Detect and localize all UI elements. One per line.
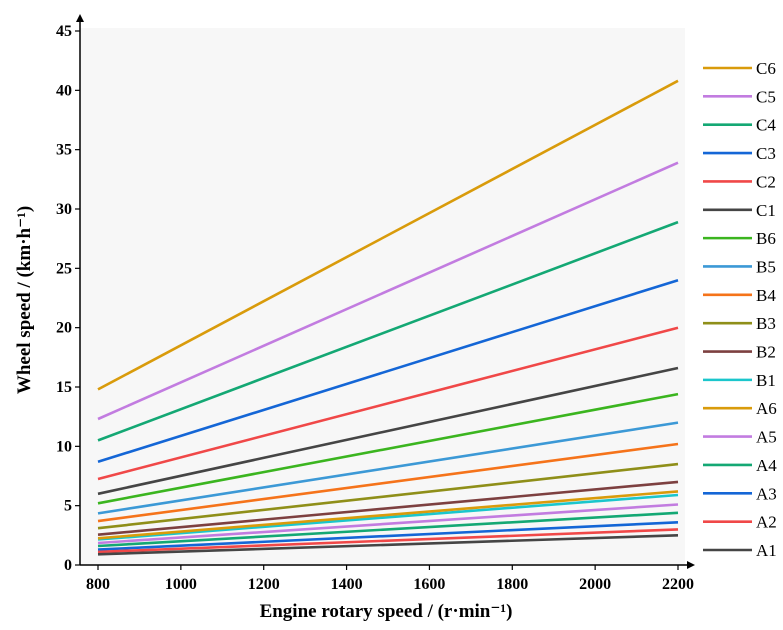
series-layer — [97, 79, 679, 556]
series-line-a5 — [97, 503, 679, 545]
legend-label-b3: B3 — [756, 314, 776, 333]
y-tick-label: 45 — [56, 23, 72, 40]
y-tick-label: 40 — [56, 82, 72, 99]
x-tick-label: 1400 — [331, 576, 363, 593]
legend-label-c3: C3 — [756, 144, 776, 163]
series-line-c6 — [97, 79, 679, 391]
series-line-a2 — [97, 528, 679, 554]
legend-label-a6: A6 — [756, 399, 777, 418]
y-tick-label: 25 — [56, 260, 72, 277]
y-axis-arrow — [76, 14, 84, 22]
legend-label-a5: A5 — [756, 428, 777, 447]
series-line-c1 — [97, 366, 679, 496]
series-line-b1 — [97, 493, 679, 541]
y-tick-label: 20 — [56, 320, 72, 337]
series-line-b2 — [97, 480, 679, 536]
series-line-a1 — [97, 534, 679, 556]
legend-label-c5: C5 — [756, 87, 776, 106]
legend-label-c4: C4 — [756, 116, 776, 135]
x-tick-label: 1000 — [165, 576, 197, 593]
x-tick-label: 2200 — [662, 576, 694, 593]
tick-labels: 0 5 10 15 20 25 30 35 40 45 800 1000 1200 1400 1600 180… — [56, 23, 694, 593]
x-axis-arrow — [687, 561, 695, 569]
legend-label-c2: C2 — [756, 172, 776, 191]
axes — [75, 14, 695, 570]
y-tick-label: 5 — [64, 498, 72, 515]
y-tick-label: 10 — [56, 438, 72, 455]
x-tick-label: 1600 — [413, 576, 445, 593]
series-line-b4 — [97, 442, 679, 523]
legend-label-a3: A3 — [756, 484, 777, 503]
legend-label-b5: B5 — [756, 257, 776, 276]
legend: C6 C5 C4 C3 C2 C1 B6 B5 B4 B3 B2 B1 A6 A5 A4 A3 A2 A1 — [703, 59, 777, 560]
series-line-b6 — [97, 392, 679, 505]
y-tick-label: 30 — [56, 201, 72, 218]
y-tick-label: 35 — [56, 142, 72, 159]
series-line-b5 — [97, 421, 679, 515]
series-line-b3 — [97, 462, 679, 530]
legend-label-a4: A4 — [756, 456, 777, 475]
x-tick-label: 1200 — [248, 576, 280, 593]
series-line-c5 — [97, 161, 679, 421]
legend-label-b4: B4 — [756, 286, 776, 305]
x-tick-label: 800 — [86, 576, 110, 593]
series-line-c4 — [97, 220, 679, 442]
series-line-c2 — [97, 326, 679, 481]
legend-label-b6: B6 — [756, 229, 776, 248]
y-axis-title: Wheel speed / (km·h⁻¹) — [14, 206, 35, 394]
x-tick-label: 2000 — [579, 576, 611, 593]
x-axis-title: Engine rotary speed / (r·min⁻¹) — [260, 601, 513, 622]
legend-label-c6: C6 — [756, 59, 776, 78]
legend-label-b1: B1 — [756, 371, 776, 390]
series-line-c3 — [97, 278, 679, 464]
legend-label-a2: A2 — [756, 513, 777, 532]
series-line-a4 — [97, 511, 679, 548]
x-tick-label: 1800 — [496, 576, 528, 593]
y-tick-label: 0 — [64, 557, 72, 574]
series-line-a6 — [97, 490, 679, 540]
legend-label-c1: C1 — [756, 201, 776, 220]
series-line-a3 — [97, 521, 679, 551]
legend-label-a1: A1 — [756, 541, 777, 560]
legend-label-b2: B2 — [756, 343, 776, 362]
y-tick-label: 15 — [56, 379, 72, 396]
